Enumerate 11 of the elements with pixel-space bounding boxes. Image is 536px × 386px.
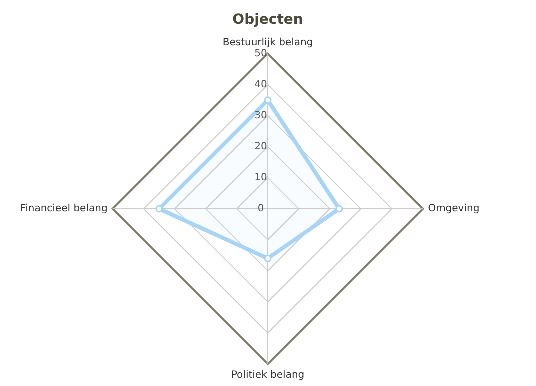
spoke-label: Financieel belang bbox=[20, 204, 108, 215]
spoke-label: Bestuurlijk belang bbox=[222, 37, 314, 48]
chart-title: Objecten bbox=[232, 12, 304, 28]
spoke-label: Politiek belang bbox=[231, 370, 305, 381]
y-tick-label: 30 bbox=[254, 110, 268, 122]
y-tick-label: 40 bbox=[254, 79, 268, 90]
y-tick-label: 20 bbox=[254, 142, 268, 153]
y-tick-label: 10 bbox=[254, 172, 268, 184]
spoke-label: Omgeving bbox=[428, 204, 480, 215]
y-tick-label: 50 bbox=[254, 48, 268, 60]
y-tick-label: 0 bbox=[258, 204, 264, 215]
